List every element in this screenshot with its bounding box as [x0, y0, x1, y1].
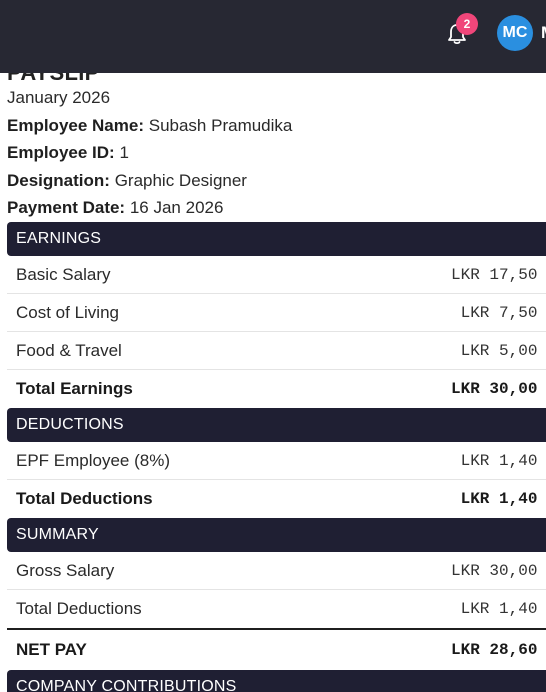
summary-row: Total Deductions LKR 1,40: [7, 590, 546, 628]
summary-row-name: Gross Salary: [16, 560, 115, 580]
employee-name-line: Employee Name: Subash Pramudika: [7, 112, 546, 140]
designation-line: Designation: Graphic Designer: [7, 167, 546, 195]
summary-row-amount: LKR 1,40: [451, 599, 538, 618]
company-contributions-heading: COMPANY CONTRIBUTIONS: [7, 669, 546, 692]
employee-id-line: Employee ID: 1: [7, 139, 546, 167]
notification-count-badge: 2: [456, 13, 478, 35]
earnings-row-name: Basic Salary: [16, 264, 111, 284]
payment-date-line: Payment Date: 16 Jan 2026: [7, 194, 546, 222]
earnings-row-amount: LKR 5,00: [451, 341, 538, 360]
earnings-row-name: Food & Travel: [16, 340, 122, 360]
summary-row: Gross Salary LKR 30,00: [7, 552, 546, 590]
summary-row-amount: LKR 30,00: [451, 561, 538, 580]
net-pay-label: NET PAY: [16, 639, 87, 659]
pay-period: January 2026: [7, 88, 111, 107]
designation-label: Designation:: [7, 170, 110, 190]
deductions-heading: DEDUCTIONS: [7, 407, 546, 442]
top-header-bar: 2 MC M: [0, 0, 546, 73]
designation-value: Graphic Designer: [114, 170, 247, 190]
total-deductions-amount: LKR 1,40: [451, 489, 538, 508]
employee-id-value: 1: [119, 143, 129, 162]
earnings-row-name: Cost of Living: [16, 302, 119, 322]
earnings-row-amount: LKR 7,50: [451, 303, 538, 322]
deductions-row-amount: LKR 1,40: [451, 451, 538, 470]
payment-date-value: 16 Jan 2026: [129, 198, 224, 217]
employee-name-value: Subash Pramudika: [148, 115, 293, 135]
user-avatar[interactable]: MC: [497, 15, 533, 51]
total-earnings-row: Total Earnings LKR 30,00: [7, 370, 546, 408]
employee-name-label: Employee Name:: [7, 115, 144, 135]
total-deductions-row: Total Deductions LKR 1,40: [7, 480, 546, 518]
user-name-label[interactable]: M: [541, 23, 546, 43]
net-pay-row: NET PAY LKR 28,60: [7, 627, 546, 668]
employee-id-label: Employee ID:: [7, 143, 115, 162]
total-deductions-label: Total Deductions: [16, 488, 153, 508]
summary-row-name: Total Deductions: [16, 598, 142, 618]
total-earnings-amount: LKR 30,00: [451, 379, 538, 398]
earnings-row: Cost of Living LKR 7,50: [7, 294, 546, 332]
earnings-row: Basic Salary LKR 17,50: [7, 256, 546, 294]
summary-heading: SUMMARY: [7, 517, 546, 552]
deductions-row: EPF Employee (8%) LKR 1,40: [7, 442, 546, 480]
earnings-row: Food & Travel LKR 5,00: [7, 332, 546, 370]
total-earnings-label: Total Earnings: [16, 378, 133, 398]
net-pay-amount: LKR 28,60: [451, 640, 538, 659]
payslip-content: PAYSLIP January 2026 Employee Name: Suba…: [0, 62, 546, 692]
earnings-heading: EARNINGS: [7, 221, 546, 256]
deductions-row-name: EPF Employee (8%): [16, 450, 170, 470]
earnings-row-amount: LKR 17,50: [451, 265, 538, 284]
payment-date-label: Payment Date:: [7, 198, 126, 217]
